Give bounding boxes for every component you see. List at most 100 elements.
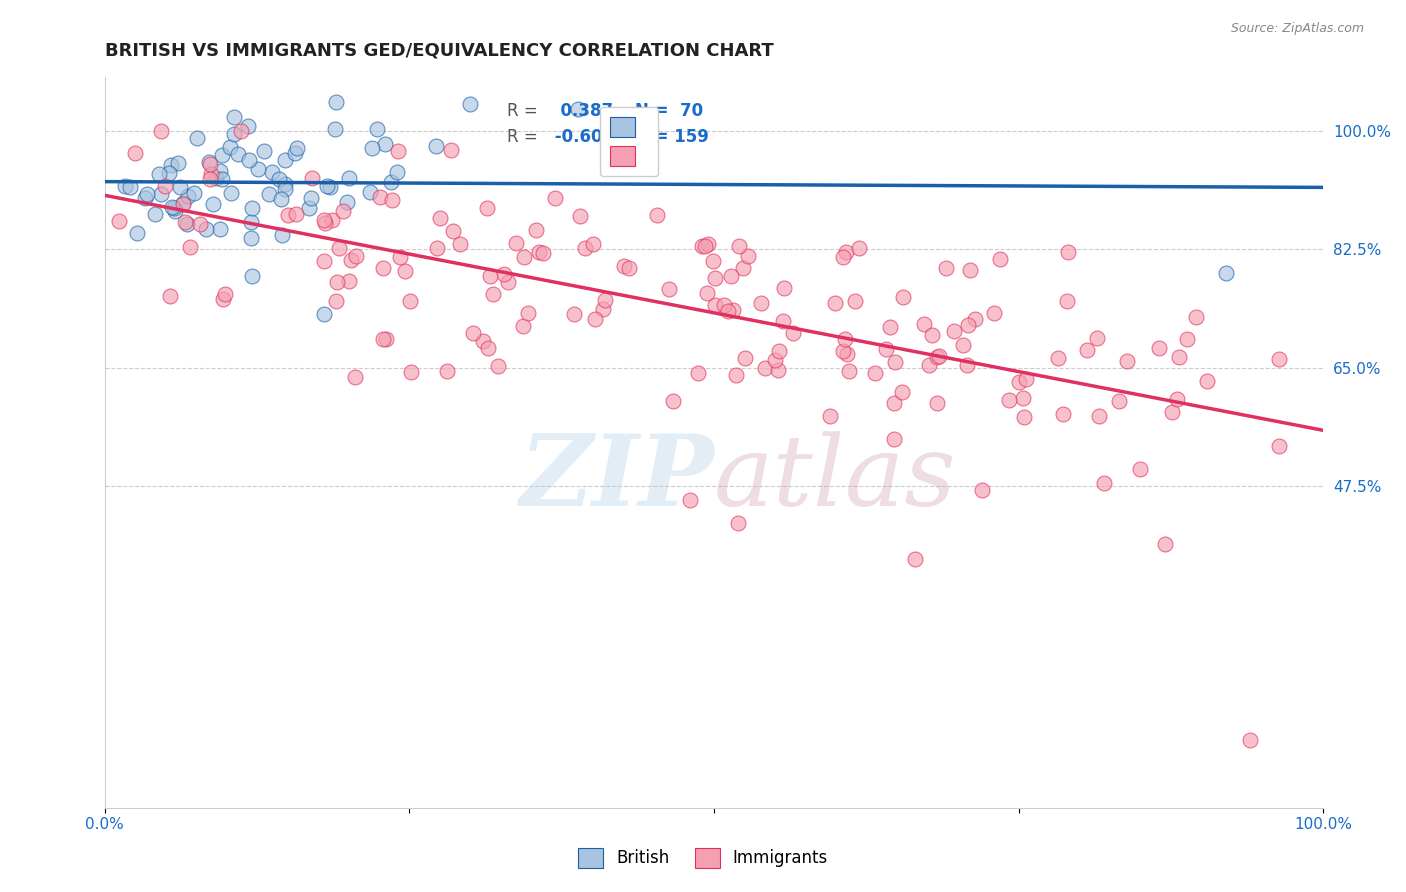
Text: N = 159: N = 159	[634, 128, 709, 145]
Point	[200, 167, 222, 181]
Point	[768, 343, 790, 358]
Point	[1015, 372, 1038, 386]
Point	[471, 334, 494, 348]
Point	[160, 200, 183, 214]
Point	[662, 393, 685, 408]
Point	[344, 249, 367, 263]
Point	[844, 293, 866, 308]
Point	[1215, 266, 1237, 280]
Point	[262, 165, 284, 179]
Point	[524, 223, 547, 237]
Point	[686, 366, 709, 380]
Point	[200, 157, 222, 171]
Point	[562, 307, 585, 321]
Point	[134, 191, 156, 205]
Point	[904, 551, 927, 566]
Point	[1129, 462, 1152, 476]
Point	[988, 252, 1011, 266]
Point	[240, 230, 263, 244]
Point	[246, 162, 269, 177]
Text: R =: R =	[506, 128, 537, 145]
Point	[983, 306, 1005, 320]
Point	[645, 208, 668, 222]
Point	[585, 311, 607, 326]
Legend: British, Immigrants: British, Immigrants	[571, 841, 835, 875]
Point	[1056, 294, 1078, 309]
Point	[727, 516, 749, 531]
Point	[486, 359, 509, 373]
Point	[1085, 331, 1108, 345]
Point	[749, 296, 772, 310]
Point	[998, 392, 1021, 407]
Point	[592, 301, 614, 316]
Point	[567, 102, 589, 116]
Point	[477, 341, 499, 355]
Point	[884, 354, 907, 368]
Point	[1268, 439, 1291, 453]
Point	[724, 368, 747, 383]
Point	[461, 326, 484, 340]
Point	[136, 186, 159, 201]
Point	[399, 365, 422, 379]
Point	[702, 254, 724, 268]
Point	[835, 245, 858, 260]
Point	[957, 318, 980, 332]
Point	[492, 267, 515, 281]
Point	[226, 146, 249, 161]
Point	[436, 363, 458, 377]
Point	[208, 164, 231, 178]
Point	[325, 293, 347, 308]
Point	[337, 170, 360, 185]
Point	[240, 269, 263, 284]
Point	[284, 207, 307, 221]
Point	[513, 250, 536, 264]
Point	[766, 363, 789, 377]
Point	[325, 95, 347, 110]
Point	[389, 250, 412, 264]
Point	[837, 347, 859, 361]
Point	[114, 179, 136, 194]
Point	[721, 302, 744, 317]
Point	[831, 250, 853, 264]
Point	[359, 186, 381, 200]
Point	[368, 190, 391, 204]
Point	[703, 270, 725, 285]
Point	[399, 293, 422, 308]
Point	[211, 172, 233, 186]
Point	[696, 286, 718, 301]
Point	[336, 195, 359, 210]
Point	[274, 153, 297, 167]
Point	[373, 260, 395, 275]
Point	[717, 303, 740, 318]
Point	[222, 127, 245, 141]
Point	[1092, 475, 1115, 490]
Point	[773, 281, 796, 295]
Point	[314, 213, 336, 227]
Point	[824, 296, 846, 310]
Point	[865, 366, 887, 380]
Point	[935, 261, 957, 276]
Point	[374, 137, 396, 152]
Point	[477, 201, 499, 215]
Point	[429, 211, 451, 225]
Point	[505, 235, 527, 250]
Point	[201, 197, 224, 211]
Point	[737, 249, 759, 263]
Point	[143, 207, 166, 221]
Point	[238, 153, 260, 168]
Point	[782, 326, 804, 340]
Point	[314, 216, 336, 230]
Point	[1052, 407, 1074, 421]
Point	[956, 358, 979, 372]
Point	[763, 353, 786, 368]
Text: atlas: atlas	[714, 431, 956, 526]
Point	[326, 275, 349, 289]
Point	[159, 289, 181, 303]
Point	[818, 409, 841, 424]
Point	[918, 358, 941, 372]
Point	[704, 298, 727, 312]
Point	[337, 274, 360, 288]
Point	[274, 182, 297, 196]
Point	[695, 238, 717, 252]
Point	[387, 144, 409, 158]
